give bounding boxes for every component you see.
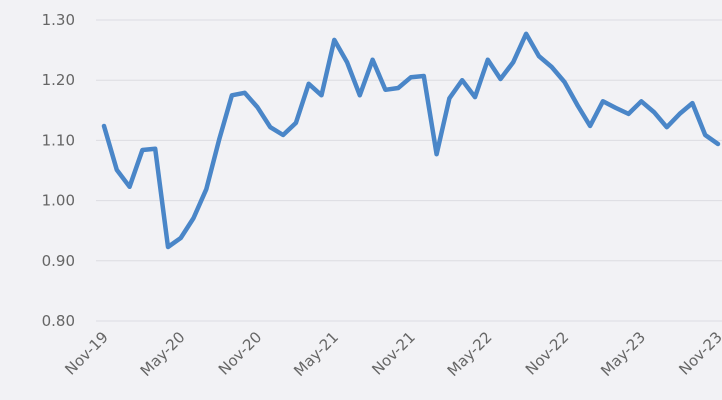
x-tick-label: May-20 <box>137 328 189 380</box>
x-tick-label: Nov-23 <box>675 328 722 378</box>
x-tick-label: May-22 <box>444 328 496 380</box>
y-tick-label: 1.10 <box>42 131 75 149</box>
x-tick-label: Nov-21 <box>368 328 418 378</box>
y-tick-label: 1.30 <box>42 11 75 29</box>
line <box>101 31 721 250</box>
y-tick-label: 0.80 <box>42 312 75 330</box>
y-tick-label: 0.90 <box>42 252 75 270</box>
y-tick-label: 1.20 <box>42 71 75 89</box>
x-tick-label: May-21 <box>290 328 342 380</box>
x-tick-label: Nov-19 <box>61 328 111 378</box>
y-tick-label: 1.00 <box>42 192 75 210</box>
x-tick-label: Nov-22 <box>522 328 572 378</box>
x-tick-label: Nov-20 <box>215 328 265 378</box>
x-tick-label: May-23 <box>597 328 649 380</box>
